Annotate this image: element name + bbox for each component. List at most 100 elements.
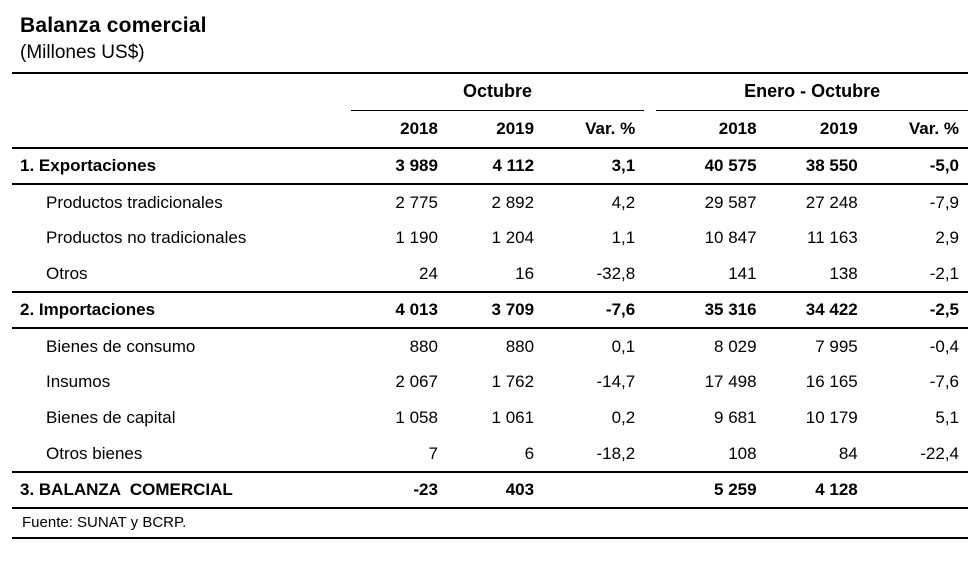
column-group-row: Octubre Enero - Octubre <box>12 74 968 111</box>
row-label: Otros bienes <box>46 443 143 463</box>
cell-value: -2,5 <box>929 300 959 319</box>
cell-value: 1 190 <box>395 228 438 247</box>
cell-value: 4 128 <box>815 480 858 499</box>
row-label: 2. Importaciones <box>20 300 156 319</box>
cell-value: -23 <box>413 480 438 499</box>
column-gap <box>644 472 656 508</box>
cell-value: 1 204 <box>491 228 535 247</box>
cell-value: -2,1 <box>929 263 959 283</box>
cell-value: 403 <box>505 480 535 499</box>
column-gap <box>644 328 656 364</box>
cell-value: 9 681 <box>714 408 757 427</box>
column-group-enero-octubre: Enero - Octubre <box>656 74 968 111</box>
column-header-oct-2019: 2019 <box>496 118 535 138</box>
cell-value: 24 <box>419 263 438 283</box>
cell-value: -14,7 <box>596 372 636 391</box>
column-header-oct-2018: 2018 <box>400 118 438 138</box>
cell-value: 6 <box>524 443 535 463</box>
cell-value: 10 179 <box>805 408 858 427</box>
cell-value: 2 892 <box>491 192 535 212</box>
column-gap <box>644 364 656 400</box>
cell-value: 3,1 <box>611 156 636 175</box>
cell-value: 4 112 <box>492 156 535 175</box>
cell-value: -7,6 <box>929 372 959 391</box>
page-subtitle: (Millones US$) <box>12 40 968 74</box>
cell-value: 16 <box>515 263 535 283</box>
cell-value: -22,4 <box>920 443 959 463</box>
column-header-oct-var: Var. % <box>585 118 636 138</box>
column-gap <box>644 256 656 292</box>
cell-value: 34 422 <box>805 300 858 319</box>
cell-value: 7 995 <box>815 336 858 356</box>
cell-value: -32,8 <box>596 263 636 283</box>
cell-value: 1 061 <box>491 408 535 427</box>
table-row-productos-no-tradicionales: Productos no tradicionales 1 190 1 204 1… <box>12 220 968 256</box>
column-header-ene-var: Var. % <box>908 118 959 138</box>
cell-value: 1 058 <box>395 408 438 427</box>
column-gap <box>644 148 656 184</box>
table-row-otros-bienes: Otros bienes 7 6 -18,2 108 84 -22,4 <box>12 436 968 472</box>
cell-value: 84 <box>838 443 858 463</box>
column-gap <box>644 110 656 148</box>
cell-value: 108 <box>728 443 757 463</box>
table-row-exportaciones: 1. Exportaciones 3 989 4 112 3,1 40 575 … <box>12 148 968 184</box>
cell-value: 880 <box>505 336 535 356</box>
cell-value: -5,0 <box>929 156 959 175</box>
row-label: Bienes de capital <box>46 408 176 427</box>
column-header-ene-2019: 2019 <box>819 118 858 138</box>
column-gap <box>644 436 656 472</box>
cell-value: 0,2 <box>611 408 636 427</box>
cell-value: 2 067 <box>395 372 438 391</box>
column-gap <box>644 292 656 328</box>
cell-value: -18,2 <box>596 443 636 463</box>
cell-value: 4,2 <box>611 192 636 212</box>
table-row-otros: Otros 24 16 -32,8 141 138 -2,1 <box>12 256 968 292</box>
cell-value: 5,1 <box>935 408 959 427</box>
row-label: Otros <box>46 263 88 283</box>
page-title: Balanza comercial <box>20 14 207 37</box>
group-header-spacer <box>12 74 351 110</box>
table-row-bienes-de-capital: Bienes de capital 1 058 1 061 0,2 9 681 … <box>12 400 968 436</box>
cell-value: 17 498 <box>704 372 757 391</box>
cell-value: 10 847 <box>704 228 757 247</box>
row-label: 3. BALANZA COMERCIAL <box>20 480 233 499</box>
row-label: Insumos <box>46 372 111 391</box>
cell-value: 3 989 <box>395 156 438 175</box>
cell-value: -7,9 <box>929 192 959 212</box>
cell-value: 141 <box>728 263 757 283</box>
cell-value: 7 <box>428 443 438 463</box>
cell-value: 11 163 <box>807 228 858 247</box>
cell-value: -0,4 <box>929 336 959 356</box>
cell-value: 880 <box>409 336 438 356</box>
cell-value: 3 709 <box>491 300 535 319</box>
cell-value: 138 <box>829 263 858 283</box>
column-gap <box>644 74 656 110</box>
column-group-octubre: Octubre <box>350 74 645 111</box>
cell-value: 2,9 <box>935 228 959 247</box>
column-gap <box>644 184 656 220</box>
table-row-balanza-comercial: 3. BALANZA COMERCIAL -23 403 5 259 4 128 <box>12 472 968 508</box>
cell-value: 1,1 <box>611 228 636 247</box>
cell-value: 27 248 <box>805 192 858 212</box>
cell-value: 40 575 <box>704 156 757 175</box>
table-row-bienes-de-consumo: Bienes de consumo 880 880 0,1 8 029 7 99… <box>12 328 968 364</box>
table-row-productos-tradicionales: Productos tradicionales 2 775 2 892 4,2 … <box>12 184 968 220</box>
row-label: Productos tradicionales <box>46 192 223 212</box>
column-header-row: 2018 2019 Var. % 2018 2019 Var. % <box>12 110 968 148</box>
cell-value <box>543 472 644 508</box>
trade-balance-table: Octubre Enero - Octubre 2018 2019 Var. %… <box>12 74 968 509</box>
row-label: Productos no tradicionales <box>46 228 247 247</box>
label-column-header <box>12 110 351 148</box>
cell-value: 0,1 <box>611 336 636 356</box>
cell-value: 1 762 <box>491 372 535 391</box>
cell-value: 16 165 <box>805 372 858 391</box>
source-note: Fuente: SUNAT y BCRP. <box>12 509 968 539</box>
row-label: 1. Exportaciones <box>20 156 157 175</box>
cell-value: 4 013 <box>395 300 438 319</box>
cell-value: 5 259 <box>714 480 757 499</box>
table-row-insumos: Insumos 2 067 1 762 -14,7 17 498 16 165 … <box>12 364 968 400</box>
cell-value: -7,6 <box>605 300 636 319</box>
cell-value <box>867 472 968 508</box>
cell-value: 38 550 <box>805 156 858 175</box>
